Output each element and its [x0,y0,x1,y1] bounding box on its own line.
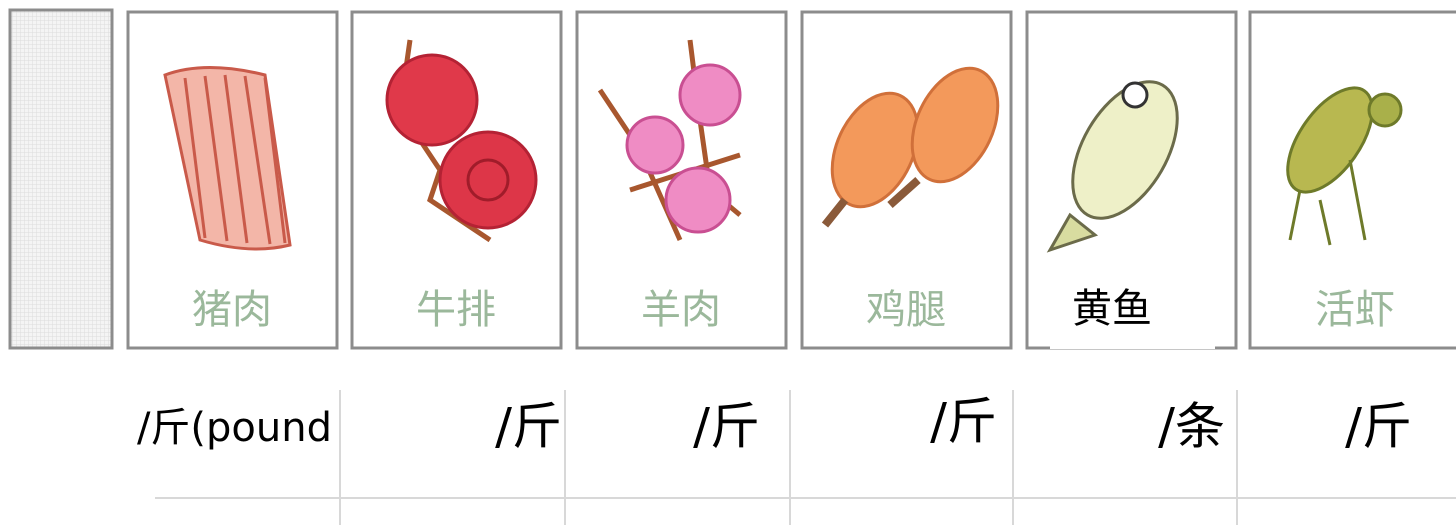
blank-card [8,8,114,350]
card-label: 猪肉 [192,287,272,333]
unit-label: /条 [1158,398,1225,456]
card: 猪肉 [126,10,339,350]
unit-label: /斤 [1345,398,1412,456]
units: /斤(pound /斤 /斤 /斤 /条 /斤 [137,393,1412,456]
card: 黄鱼 [1025,10,1238,350]
card-label: 牛排 [416,287,496,333]
unit-label: /斤(pound [137,405,332,451]
card-label: 鸡腿 [866,287,946,333]
card: 活虾 [1248,10,1456,350]
card: 羊肉 [575,10,788,350]
card-label: 羊肉 [641,287,721,333]
card-label: 黄鱼 [1072,286,1152,332]
label-patch [1050,285,1215,349]
unit-label: /斤 [930,393,997,451]
card: 牛排 [350,10,563,350]
unit-label: /斤 [693,398,760,456]
answer-grid [155,390,1456,525]
card: 鸡腿 [800,10,1013,350]
card-label: 活虾 [1315,287,1395,333]
unit-label: /斤 [495,398,562,456]
